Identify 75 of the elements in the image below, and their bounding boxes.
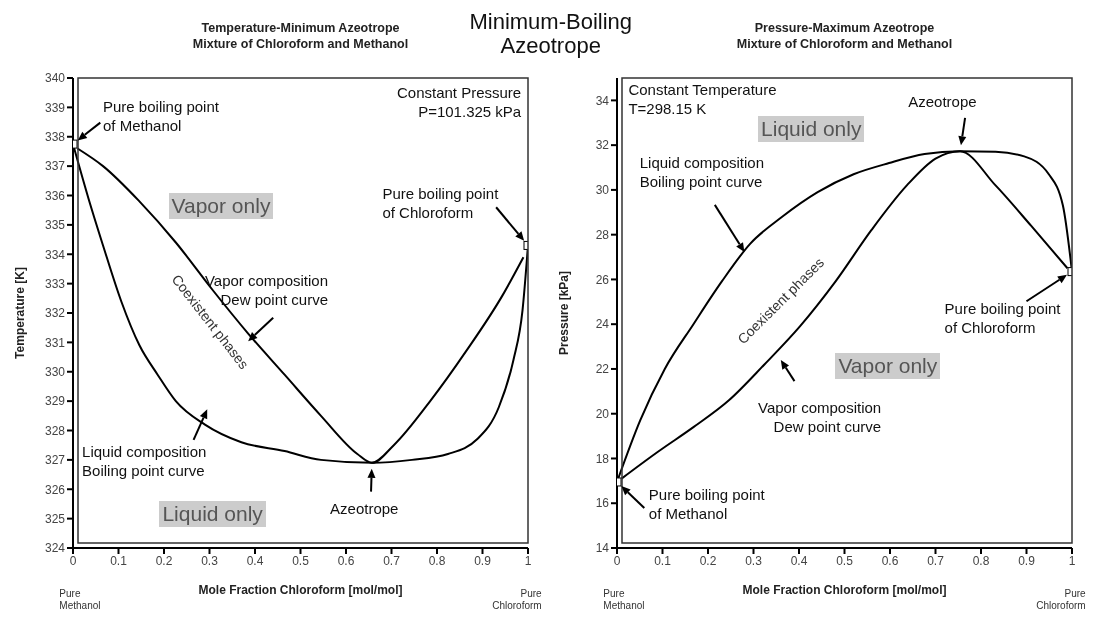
y-tick-label: 26 [595,272,610,287]
x-tick-label: 0.8 [428,553,446,568]
x-tick-label: 0.1 [110,553,128,568]
annotation: Vapor only [835,352,941,379]
y-tick-label: 337 [44,159,66,174]
legend-label: Liquid composition Boiling point curve [82,442,207,481]
x-axis-title: Mole Fraction Chloroform [mol/mol] [198,583,403,597]
annotation: Azeotrope [908,92,977,112]
y-tick-label: 327 [44,453,66,468]
y-axis-title: Temperature [K] [13,267,28,359]
x-tick-label: 0.7 [927,553,945,568]
x-tick-label: 0.2 [699,553,717,568]
y-tick-label: 332 [44,306,66,321]
y-tick-label: 16 [595,496,610,511]
y-tick-label: 331 [44,335,66,350]
x-tick-label: 0.4 [790,553,808,568]
y-tick-label: 330 [44,365,66,380]
text: Liquid composition Boiling point curve [639,153,764,192]
annotation: Pure boiling point of Chloroform [944,298,1061,337]
y-tick-label: 340 [44,71,66,86]
text: Minimum-Boiling Azeotrope [469,9,633,58]
y-tick-label: 18 [595,451,610,466]
legend-label: Vapor composition Dew point curve [758,397,882,436]
x-tick-label: 1 [1068,553,1076,568]
y-tick-label: 329 [44,394,66,409]
y-tick-label: 325 [44,511,66,526]
y-tick-label: 333 [44,276,66,291]
y-axis-title: Pressure [kPa] [557,270,572,356]
x-tick-label: 0.6 [337,553,355,568]
annotation: Pure boiling point of Chloroform [382,183,499,222]
x-tick-label: 0.3 [201,553,219,568]
x-tick-label: 0.5 [292,553,310,568]
x-tick-label: 0.8 [972,553,990,568]
text: Pure Methanol [59,587,101,612]
annotation: Liquid only [758,115,865,142]
y-tick-label: 34 [595,93,610,108]
chart-title: Temperature-Minimum Azeotrope Mixture of Chloroform and Methanol [192,21,409,51]
text: Pure Methanol [603,587,645,612]
annotation: Azeotrope [330,498,399,518]
x-axis-title: Mole Fraction Chloroform [mol/mol] [742,583,947,597]
x-tick-label: 0.1 [654,553,672,568]
y-tick-label: 324 [44,541,66,556]
x-tick-label: 0.5 [836,553,854,568]
x-tick-label: 0.6 [881,553,899,568]
y-tick-label: 20 [595,406,610,421]
annotation: Constant Pressure P=101.325 kPa [396,82,522,121]
y-tick-label: 28 [595,227,610,242]
y-tick-label: 335 [44,218,66,233]
y-tick-label: 339 [44,100,66,115]
x-tick-label: 0.7 [383,553,401,568]
y-tick-label: 326 [44,482,66,497]
y-tick-label: 30 [595,183,610,198]
text: Pure Chloroform [1036,587,1086,612]
x-tick-label: 0 [613,553,621,568]
x-tick-label: 0.9 [1018,553,1036,568]
y-tick-label: 22 [595,362,610,377]
chart-title: Pressure-Maximum Azeotrope Mixture of Chloroform and Methanol [736,21,953,51]
y-tick-label: 32 [595,138,610,153]
y-tick-label: 336 [44,188,66,203]
x-tick-label: 0.2 [155,553,173,568]
x-tick-label: 1 [524,553,532,568]
y-tick-label: 24 [595,317,610,332]
y-tick-label: 14 [595,541,610,556]
x-tick-label: 0 [69,553,77,568]
x-tick-label: 0.9 [474,553,492,568]
annotation: Pure boiling point of Methanol [648,484,765,523]
text: Pure Chloroform [492,587,542,612]
annotation: Liquid only [159,501,266,527]
x-tick-label: 0.4 [246,553,264,568]
x-tick-label: 0.3 [745,553,763,568]
y-tick-label: 328 [44,423,66,438]
y-tick-label: 338 [44,130,66,145]
annotation: Pure boiling point of Methanol [103,96,219,135]
y-tick-label: 334 [44,247,66,262]
annotation: Vapor only [168,193,274,220]
